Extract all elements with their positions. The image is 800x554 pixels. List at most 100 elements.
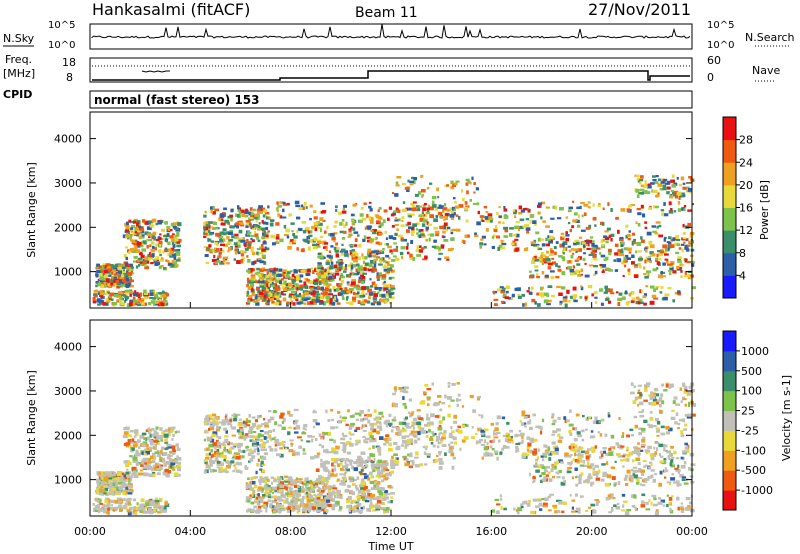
range-gate-cell bbox=[144, 221, 149, 225]
range-gate-cell bbox=[356, 495, 361, 499]
range-gate-cell bbox=[317, 252, 322, 255]
range-gate-cell bbox=[383, 510, 386, 514]
range-gate-cell bbox=[291, 230, 294, 233]
range-gate-cell bbox=[137, 439, 140, 443]
range-gate-cell bbox=[224, 415, 227, 420]
range-gate-cell bbox=[257, 505, 262, 509]
range-gate-cell bbox=[125, 498, 129, 503]
range-gate-cell bbox=[334, 220, 338, 224]
range-gate-cell bbox=[415, 430, 418, 434]
range-gate-cell bbox=[260, 443, 266, 447]
range-gate-cell bbox=[323, 230, 327, 234]
range-gate-cell bbox=[300, 249, 305, 252]
range-gate-cell bbox=[270, 476, 275, 479]
range-gate-cell bbox=[374, 250, 379, 253]
range-gate-cell bbox=[413, 180, 416, 185]
range-gate-cell bbox=[379, 260, 382, 264]
range-gate-cell bbox=[411, 207, 415, 212]
range-gate-cell bbox=[289, 477, 292, 480]
range-gate-cell bbox=[244, 244, 247, 248]
range-gate-cell bbox=[149, 297, 154, 300]
range-gate-cell bbox=[239, 224, 245, 227]
range-gate-cell bbox=[509, 233, 513, 237]
range-gate-cell bbox=[300, 439, 303, 442]
range-gate-cell bbox=[203, 221, 208, 226]
range-gate-cell bbox=[621, 296, 626, 300]
range-gate-cell bbox=[141, 432, 147, 436]
range-gate-cell bbox=[350, 499, 355, 503]
range-gate-cell bbox=[314, 268, 318, 272]
range-gate-cell bbox=[373, 263, 377, 267]
range-gate-cell bbox=[406, 251, 410, 255]
range-gate-cell bbox=[428, 237, 431, 242]
range-gate-cell bbox=[269, 436, 272, 440]
range-gate-cell bbox=[238, 229, 243, 234]
range-gate-cell bbox=[152, 245, 155, 250]
range-gate-cell bbox=[267, 289, 271, 292]
range-gate-cell bbox=[253, 448, 258, 451]
range-gate-cell bbox=[95, 281, 99, 284]
range-gate-cell bbox=[476, 221, 481, 226]
range-gate-cell bbox=[162, 290, 165, 294]
range-gate-cell bbox=[172, 449, 177, 453]
range-gate-cell bbox=[543, 299, 549, 304]
range-gate-cell bbox=[317, 493, 323, 496]
range-gate-cell bbox=[411, 233, 414, 237]
range-gate-cell bbox=[556, 285, 561, 289]
range-gate-cell bbox=[395, 257, 400, 261]
range-gate-cell bbox=[406, 458, 409, 463]
range-gate-cell bbox=[204, 232, 208, 236]
range-gate-cell bbox=[204, 421, 208, 425]
range-gate-cell bbox=[123, 497, 126, 502]
range-gate-cell bbox=[406, 229, 410, 233]
range-gate-cell bbox=[145, 429, 149, 432]
range-gate-cell bbox=[136, 249, 140, 253]
range-gate-cell bbox=[213, 254, 216, 259]
range-gate-cell bbox=[258, 291, 264, 296]
range-gate-cell bbox=[510, 296, 514, 300]
range-gate-cell bbox=[293, 235, 298, 239]
range-gate-cell bbox=[109, 478, 113, 481]
range-gate-cell bbox=[326, 259, 330, 262]
range-gate-cell bbox=[498, 206, 501, 209]
range-gate-cell bbox=[484, 216, 489, 220]
range-gate-cell bbox=[312, 245, 318, 249]
range-gate-cell bbox=[177, 238, 182, 243]
range-gate-cell bbox=[247, 460, 251, 463]
range-gate-cell bbox=[393, 242, 397, 245]
range-gate-cell bbox=[164, 501, 168, 506]
range-gate-cell bbox=[254, 233, 259, 238]
range-gate-cell bbox=[160, 505, 164, 509]
range-gate-cell bbox=[279, 215, 283, 219]
range-gate-cell bbox=[537, 204, 542, 208]
range-gate-cell bbox=[97, 303, 102, 306]
station-title: Hankasalmi (fitACF) bbox=[92, 0, 250, 19]
range-gate-cell bbox=[119, 299, 123, 303]
range-gate-cell bbox=[132, 456, 138, 461]
range-gate-cell bbox=[616, 252, 621, 256]
range-gate-cell bbox=[388, 235, 394, 240]
range-gate-cell bbox=[565, 237, 569, 242]
range-gate-cell bbox=[141, 459, 146, 463]
range-gate-cell bbox=[646, 231, 652, 236]
range-gate-cell bbox=[224, 438, 229, 443]
range-gate-cell bbox=[559, 303, 562, 306]
range-gate-cell bbox=[513, 211, 517, 215]
range-gate-cell bbox=[273, 510, 277, 513]
range-gate-cell bbox=[354, 238, 358, 242]
range-gate-cell bbox=[546, 238, 551, 241]
range-gate-cell bbox=[349, 443, 354, 447]
range-gate-cell bbox=[321, 274, 326, 278]
range-gate-cell bbox=[258, 510, 263, 513]
range-gate-cell bbox=[385, 293, 390, 297]
range-gate-cell bbox=[124, 502, 129, 506]
range-gate-cell bbox=[411, 213, 415, 216]
range-gate-cell bbox=[176, 464, 181, 468]
range-gate-cell bbox=[573, 241, 577, 244]
range-gate-cell bbox=[134, 245, 138, 250]
range-gate-cell bbox=[157, 236, 161, 239]
range-gate-cell bbox=[257, 257, 261, 260]
range-gate-cell bbox=[469, 181, 472, 185]
range-gate-cell bbox=[355, 418, 359, 421]
